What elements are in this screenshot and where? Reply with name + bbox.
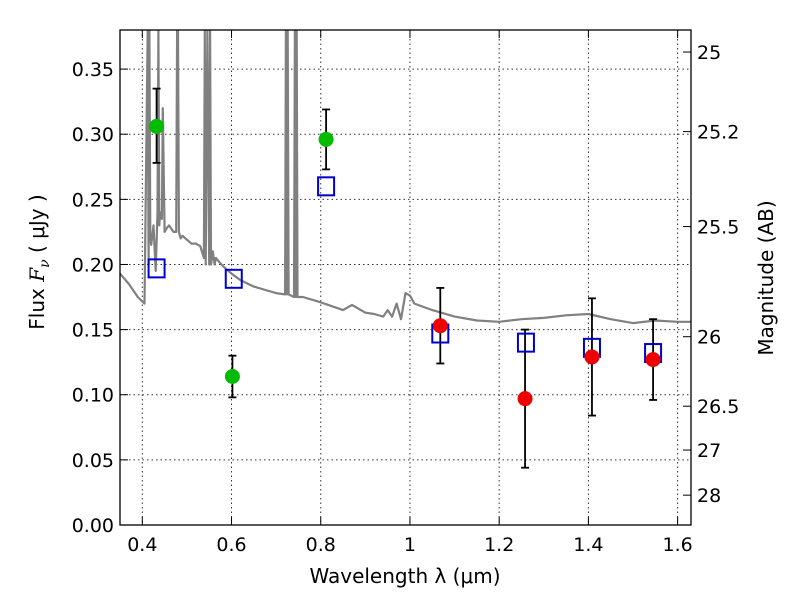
- observed-points: [149, 118, 661, 407]
- red-data-point: [645, 352, 661, 368]
- tick-marks: [120, 30, 691, 526]
- model-photometry-square: [147, 258, 166, 279]
- y2-axis-label: Magnitude (AB): [754, 200, 778, 355]
- y-axis-label-symbol: F: [25, 267, 49, 283]
- plot-frame: [119, 29, 692, 526]
- y2-tick-label: 25.2: [697, 122, 739, 144]
- red-data-point: [517, 391, 533, 407]
- x-axis-label: Wavelength λ (μm): [309, 564, 500, 588]
- model-photometry-square: [224, 268, 243, 289]
- x-tick-label: 0.4: [127, 534, 157, 556]
- y-tick-label: 0.20: [72, 254, 114, 276]
- x-tick-label: 0.8: [306, 534, 336, 556]
- y-axis-label-unit: ( μJy ): [25, 194, 49, 259]
- y2-tick-labels: 25 25.2 25.5 26 26.5 27 28: [697, 42, 739, 507]
- green-data-point: [318, 131, 334, 147]
- x-tick-label: 1.2: [484, 534, 514, 556]
- y-tick-label: 0.15: [72, 320, 114, 342]
- y-tick-label: 0.00: [72, 515, 114, 537]
- y2-tick-label: 27: [697, 440, 721, 462]
- x-tick-label: 0.6: [216, 534, 246, 556]
- y2-tick-label: 26: [697, 327, 721, 349]
- y-tick-label: 0.25: [72, 189, 114, 211]
- x-tick-label: 1.4: [573, 534, 603, 556]
- y-axis-label: Flux Fν ( μJy ): [25, 194, 53, 329]
- x-tick-label: 1.6: [663, 534, 693, 556]
- y2-tick-label: 28: [697, 485, 721, 507]
- model-photometry-square: [317, 176, 336, 197]
- x-tick-labels: 0.4 0.6 0.8 1 1.2 1.4 1.6: [127, 534, 693, 556]
- model-photometry-square: [516, 332, 535, 353]
- y-axis-label-subscript: ν: [37, 259, 53, 268]
- y2-tick-label: 26.5: [697, 396, 739, 418]
- y2-tick-label: 25.5: [697, 217, 739, 239]
- model-spectrum-line: [120, 30, 691, 325]
- y2-tick-label: 25: [697, 42, 721, 64]
- green-data-point: [149, 118, 165, 134]
- y-axis-label-prefix: Flux: [25, 282, 49, 330]
- plot-area: [120, 30, 691, 469]
- y-tick-label: 0.30: [72, 124, 114, 146]
- y-tick-label: 0.35: [72, 59, 114, 81]
- green-data-point: [224, 369, 240, 384]
- red-data-point: [432, 318, 448, 334]
- y-tick-label: 0.10: [72, 385, 114, 407]
- y-tick-labels: 0.00 0.05 0.10 0.15 0.20 0.25 0.30 0.35: [72, 59, 114, 537]
- red-data-point: [584, 349, 600, 365]
- y-tick-label: 0.05: [72, 450, 114, 472]
- x-tick-label: 1: [404, 534, 416, 556]
